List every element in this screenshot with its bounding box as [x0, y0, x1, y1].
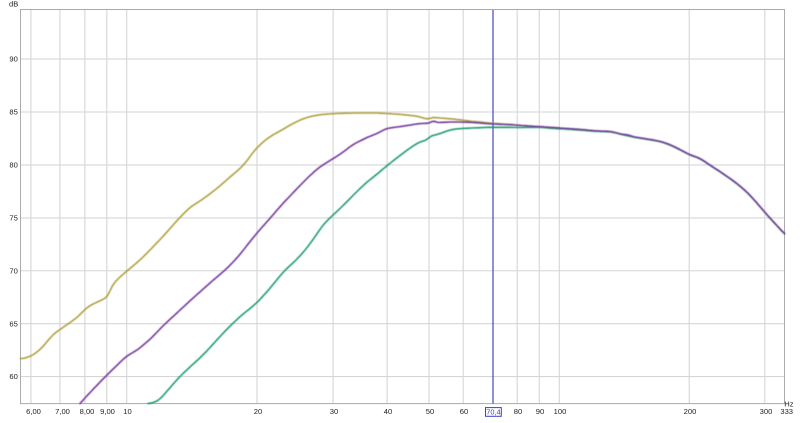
svg-text:90: 90 — [9, 55, 17, 64]
svg-text:80: 80 — [9, 161, 17, 170]
svg-text:40: 40 — [384, 407, 392, 416]
svg-text:7,00: 7,00 — [55, 407, 70, 416]
svg-text:333: 333 — [780, 407, 793, 416]
svg-text:8,00: 8,00 — [80, 407, 95, 416]
svg-text:Hz: Hz — [784, 399, 793, 408]
svg-text:60: 60 — [9, 372, 17, 381]
svg-text:10: 10 — [123, 407, 131, 416]
svg-text:90: 90 — [536, 407, 544, 416]
svg-text:200: 200 — [684, 407, 697, 416]
svg-text:65: 65 — [9, 319, 17, 328]
svg-text:75: 75 — [9, 214, 17, 223]
svg-text:70,4: 70,4 — [486, 408, 500, 417]
svg-text:9,00: 9,00 — [100, 407, 115, 416]
svg-text:50: 50 — [426, 407, 434, 416]
svg-text:20: 20 — [254, 407, 262, 416]
svg-text:60: 60 — [460, 407, 468, 416]
svg-text:300: 300 — [760, 407, 773, 416]
svg-text:70: 70 — [9, 266, 17, 275]
svg-text:80: 80 — [514, 407, 522, 416]
svg-text:6,00: 6,00 — [26, 407, 41, 416]
svg-text:dB: dB — [9, 0, 18, 9]
svg-text:100: 100 — [554, 407, 567, 416]
svg-text:30: 30 — [330, 407, 338, 416]
svg-text:85: 85 — [9, 108, 17, 117]
